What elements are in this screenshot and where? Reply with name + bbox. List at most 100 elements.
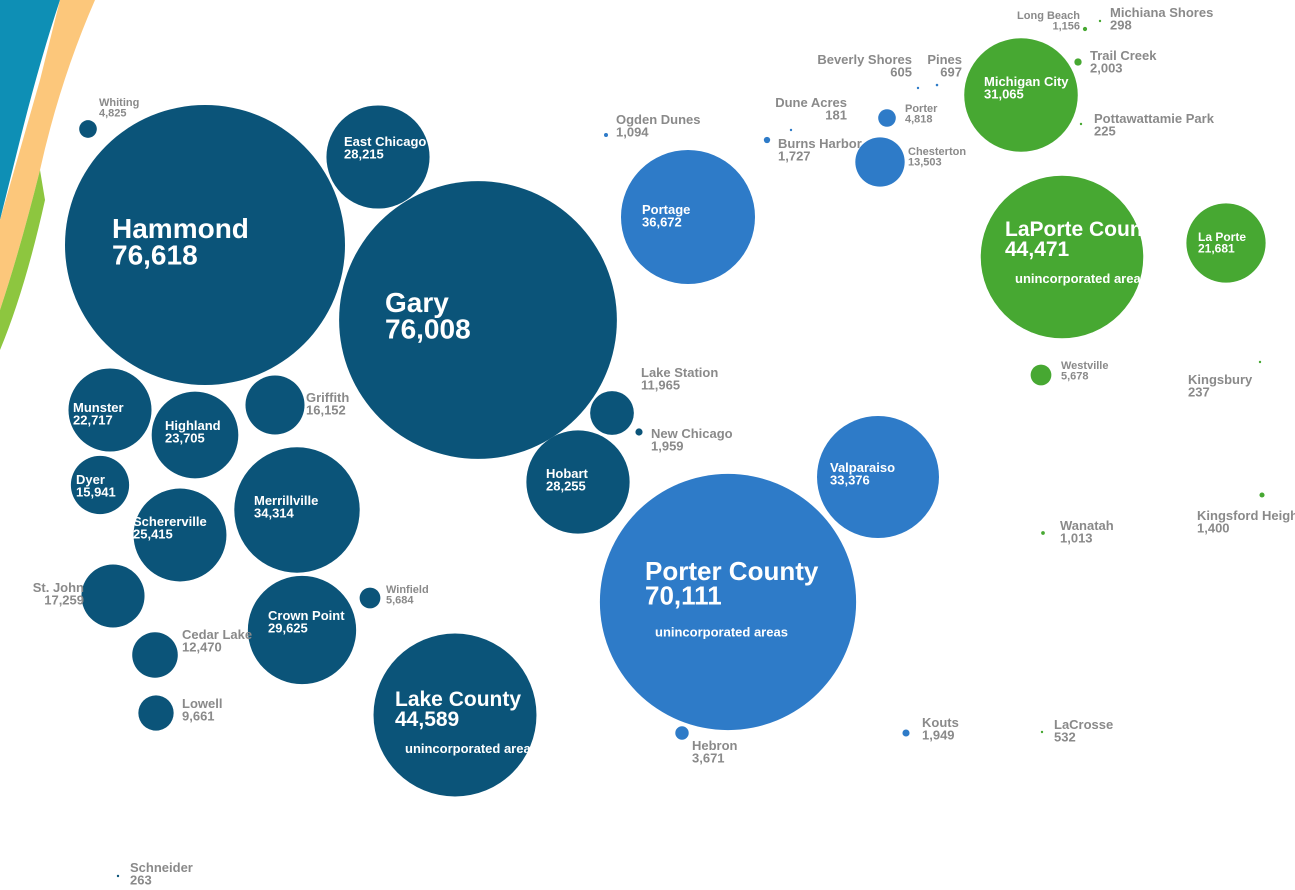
bubble-name: LaPorte County [1005, 218, 1162, 241]
bubble-name: Kouts [922, 715, 959, 730]
bubble-name: Gary [385, 287, 449, 318]
bubble-value: 76,008 [385, 314, 471, 345]
bubble-name: New Chicago [651, 426, 733, 441]
bubble-name: Hebron [692, 738, 738, 753]
bubble-value: 22,717 [73, 412, 113, 427]
bubble-value: 1,013 [1060, 530, 1093, 545]
bubble-name: Porter County [645, 556, 819, 586]
bubble-name: Highland [165, 418, 221, 433]
bubble-value: 17,259 [44, 592, 84, 607]
bubble [878, 109, 896, 127]
bubble-name: Westville [1061, 360, 1109, 372]
bubble [635, 428, 643, 436]
bubble-value: 34,314 [254, 505, 295, 520]
bubble-name: Lake County [395, 688, 521, 711]
bubble-name: Dyer [76, 472, 105, 487]
bubble-value: 4,818 [905, 113, 933, 125]
bubble-value: 1,156 [1052, 20, 1080, 32]
bubble [79, 120, 97, 138]
bubble-name: Dune Acres [775, 95, 847, 110]
bubble [1041, 531, 1045, 535]
bubble-name: Winfield [386, 584, 429, 596]
bubble [1259, 492, 1265, 498]
bubble [1082, 26, 1088, 32]
decoration [0, 0, 95, 350]
bubble-value: 263 [130, 872, 152, 887]
bubble-value: 5,678 [1061, 370, 1089, 382]
bubble-name: Merrillville [254, 493, 318, 508]
bubble-value: 11,965 [641, 377, 680, 392]
bubble-value: 12,470 [182, 639, 222, 654]
bubble-name: Lowell [182, 696, 222, 711]
bubble-value: 15,941 [76, 484, 116, 499]
bubble [526, 430, 630, 534]
bubble-name: Kingsford Heights [1197, 508, 1295, 523]
stripe [0, 0, 60, 220]
bubble [247, 575, 357, 685]
bubble-value: 76,618 [112, 240, 198, 271]
bubble-value: 605 [890, 64, 912, 79]
bubble [789, 128, 793, 132]
bubble [234, 447, 360, 573]
bubble-value: 298 [1110, 17, 1132, 32]
bubble-value: 225 [1094, 123, 1116, 138]
annotation: unincorporated areas [655, 625, 788, 640]
bubble-name: Portage [642, 202, 690, 217]
bubble [373, 633, 537, 797]
bubble [599, 473, 857, 731]
bubble-name: LaCrosse [1054, 717, 1113, 732]
bubble-value: 13,503 [908, 156, 942, 168]
annotation: unincorporated areas [1015, 271, 1148, 286]
bubble-name: Hobart [546, 466, 589, 481]
bubble-name: Trail Creek [1090, 48, 1157, 63]
bubble [1040, 730, 1044, 734]
bubble-value: 31,065 [984, 86, 1024, 101]
bubble-name: Schneider [130, 860, 193, 875]
bubble [763, 136, 771, 144]
bubble-value: 29,625 [268, 620, 308, 635]
bubble-name: Michiana Shores [1110, 5, 1213, 20]
bubble-name: Crown Point [268, 608, 345, 623]
bubble-value: 532 [1054, 729, 1076, 744]
bubble [902, 729, 910, 737]
bubble [1030, 364, 1052, 386]
bubble-value: 9,661 [182, 708, 215, 723]
bubble-value: 2,003 [1090, 60, 1123, 75]
bubble-value: 44,589 [395, 708, 459, 731]
bubble-value: 4,825 [99, 107, 127, 119]
bubble [81, 564, 145, 628]
bubble [590, 391, 634, 435]
bubble [116, 874, 120, 878]
annotation: unincorporated areas [405, 741, 538, 756]
bubble [935, 83, 939, 87]
bubble [133, 488, 227, 582]
bubble [604, 133, 608, 137]
bubble [1079, 122, 1083, 126]
bubble-value: 33,376 [830, 472, 870, 487]
stripe [0, 0, 95, 310]
bubble-value: 1,094 [616, 124, 649, 139]
bubble [817, 416, 939, 538]
bubble-name: Beverly Shores [817, 52, 912, 67]
bubble-name: Burns Harbor [778, 136, 862, 151]
bubble-value: 3,671 [692, 750, 725, 765]
bubble-value: 70,111 [645, 581, 722, 611]
bubble-name: St. John [33, 580, 84, 595]
bubble [1258, 360, 1262, 364]
bubble-value: 237 [1188, 384, 1210, 399]
bubble [980, 175, 1144, 339]
bubble-value: 5,684 [386, 594, 414, 606]
bubble [68, 368, 152, 452]
bubble [132, 632, 178, 678]
bubble [620, 149, 756, 285]
bubble [1098, 19, 1102, 23]
bubble-name: Pines [927, 52, 962, 67]
bubble-name: Wanatah [1060, 518, 1114, 533]
bubble [964, 38, 1078, 152]
bubble-name: Lake Station [641, 365, 718, 380]
bubble [916, 86, 920, 90]
bubble-value: 28,215 [344, 146, 384, 161]
bubble [326, 105, 430, 209]
bubble [138, 695, 174, 731]
